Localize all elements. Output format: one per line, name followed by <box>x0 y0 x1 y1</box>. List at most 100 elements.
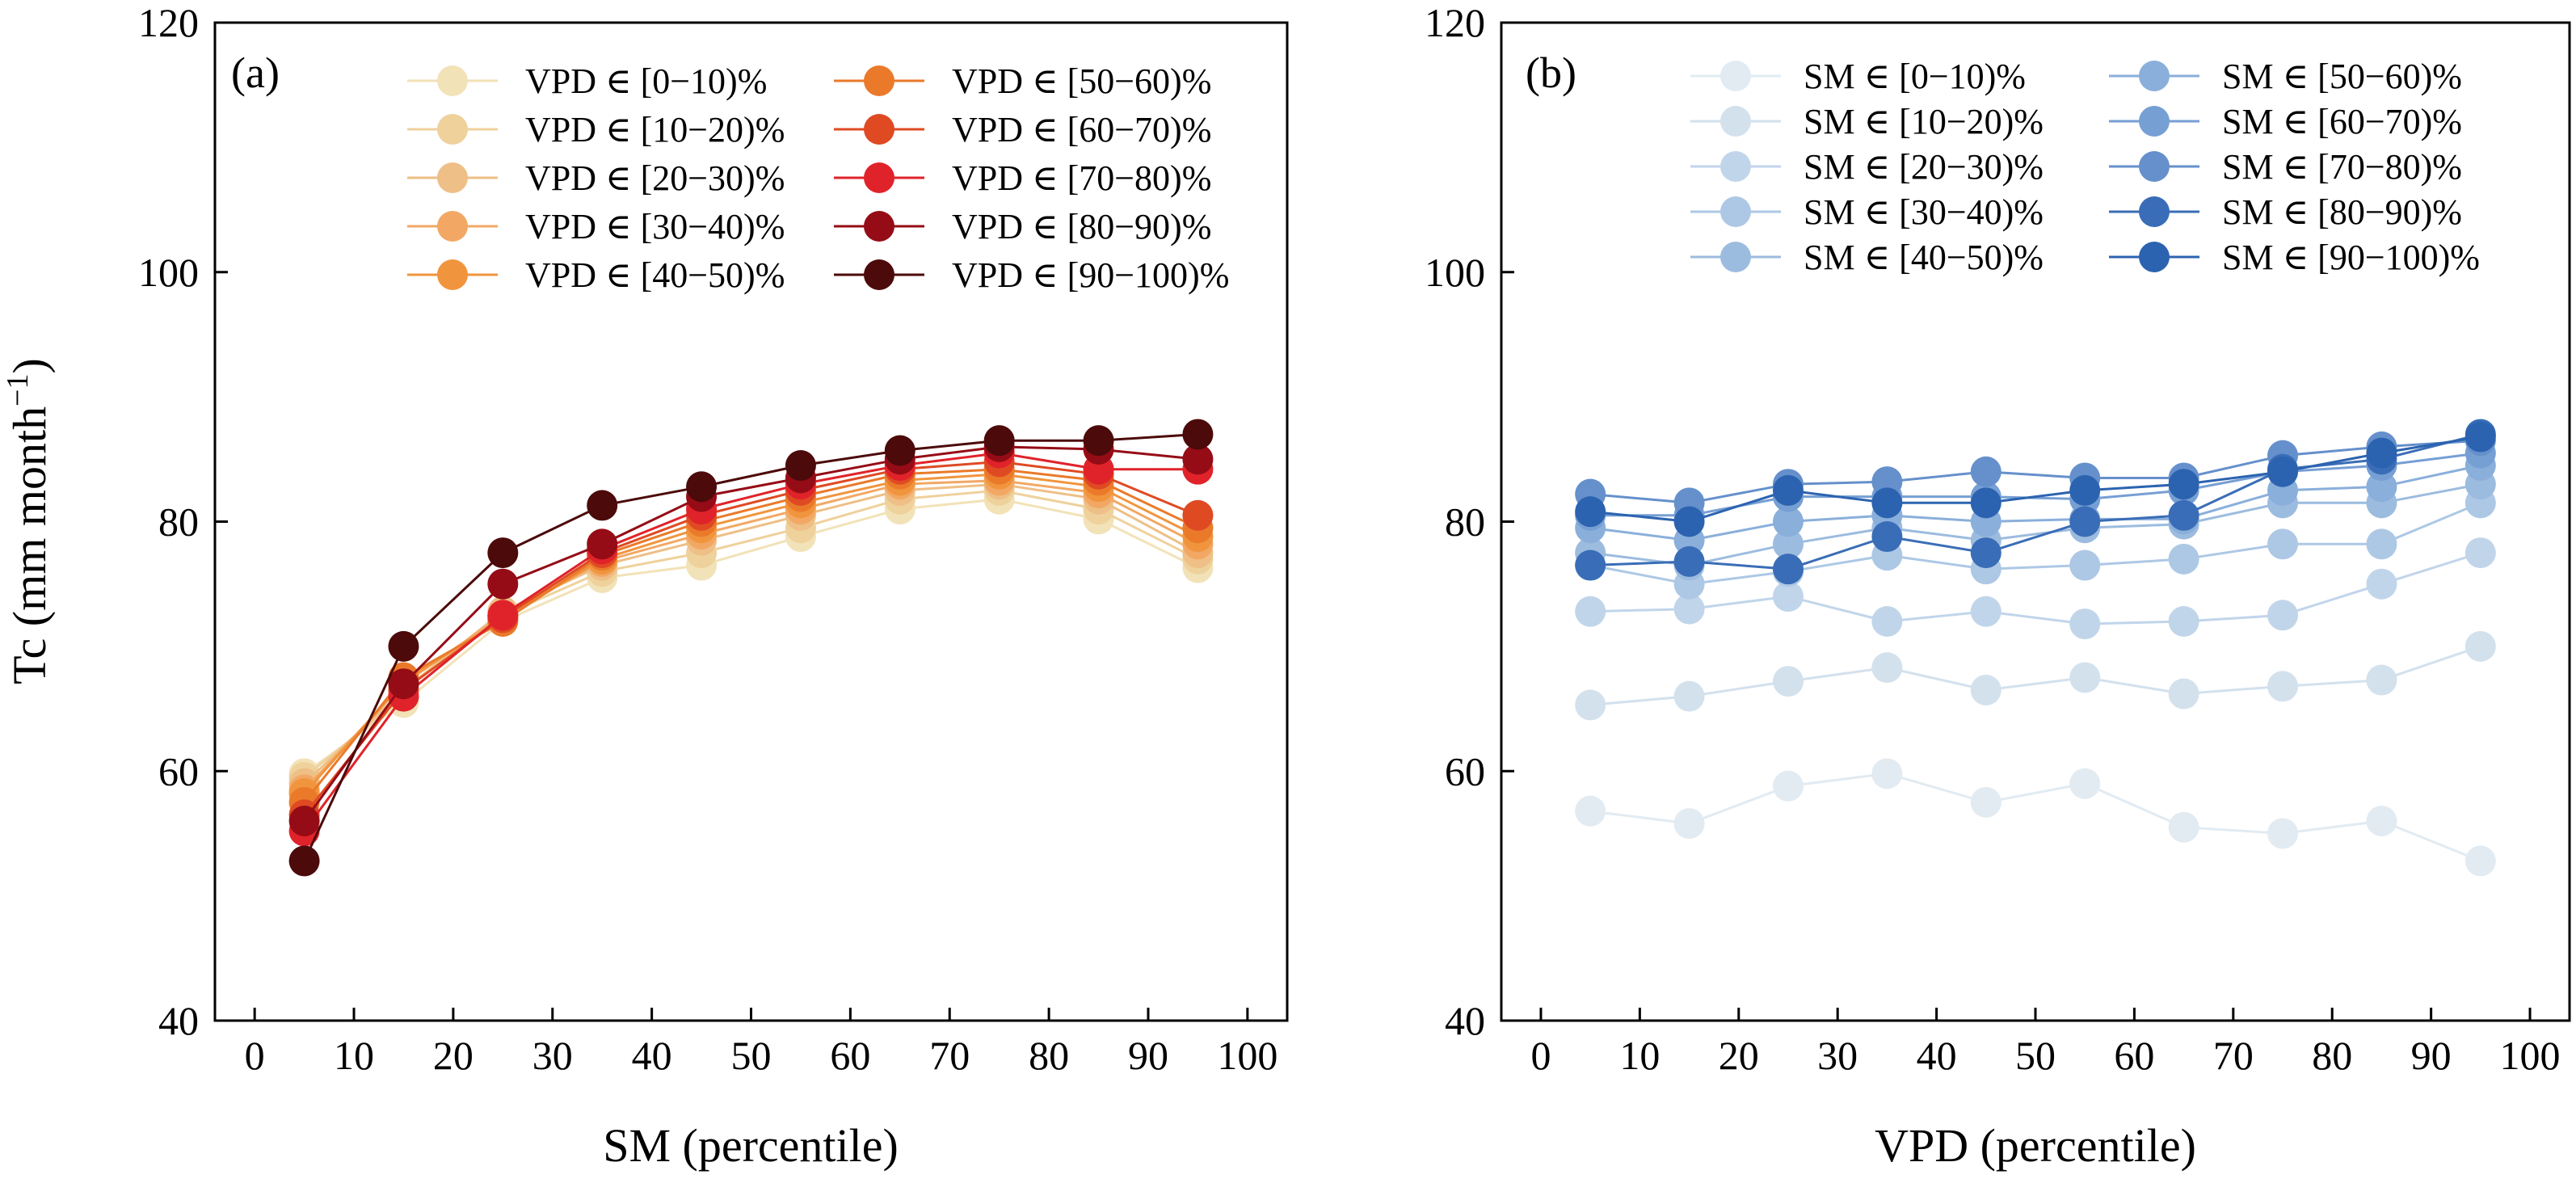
data-point <box>1673 808 1705 840</box>
legend-item: SM ∈ [70−80)% <box>2109 147 2462 187</box>
y-tick-label: 80 <box>1445 499 1485 545</box>
data-point <box>2168 499 2199 531</box>
data-point <box>2069 608 2101 640</box>
series-line <box>303 468 1199 803</box>
data-point <box>1575 496 1606 528</box>
series-1 <box>1575 758 2496 877</box>
legend-item: VPD ∈ [30−40)% <box>407 207 785 246</box>
x-tick-label: 20 <box>1719 1033 1759 1078</box>
legend-label: SM ∈ [0−10)% <box>1804 57 2026 96</box>
panel-a-legend: VPD ∈ [0−10)% VPD ∈ [10−20)% VPD ∈ [20−30)… <box>407 61 1229 295</box>
data-point <box>1871 487 1903 519</box>
legend-label: SM ∈ [20−30)% <box>1804 147 2044 187</box>
x-tick-label: 70 <box>2213 1033 2254 1078</box>
data-point <box>1970 456 2001 487</box>
data-point <box>1970 487 2001 519</box>
data-point <box>2267 456 2299 487</box>
data-point <box>2366 568 2397 600</box>
legend-label: SM ∈ [70−80)% <box>2222 147 2462 187</box>
data-point <box>2168 811 2199 843</box>
data-point <box>2464 421 2496 453</box>
legend-marker <box>864 162 894 193</box>
x-tick-label: 60 <box>2114 1033 2154 1078</box>
legend-marker <box>1720 61 1751 91</box>
legend-item: SM ∈ [20−30)% <box>1690 147 2044 187</box>
x-tick-label: 60 <box>830 1033 870 1078</box>
x-tick-label: 40 <box>632 1033 672 1078</box>
data-point <box>2366 664 2397 696</box>
series-line <box>303 489 1199 779</box>
panel-a-y-axis-title: Tc (mm month−1) <box>1 358 56 684</box>
data-point <box>1970 596 2001 627</box>
legend-marker <box>2139 242 2170 272</box>
data-point <box>2168 678 2199 710</box>
data-point <box>1575 795 1606 827</box>
data-point <box>686 471 718 503</box>
data-point <box>2366 437 2397 469</box>
series-line <box>303 482 1199 785</box>
legend-item: VPD ∈ [40−50)% <box>407 255 785 295</box>
y-tick-label: 40 <box>158 998 199 1043</box>
legend-item: VPD ∈ [20−30)% <box>407 158 785 198</box>
legend-label: VPD ∈ [30−40)% <box>525 207 785 246</box>
legend-label: VPD ∈ [60−70)% <box>952 110 1211 149</box>
legend-item: SM ∈ [40−50)% <box>1690 238 2044 277</box>
legend-item: VPD ∈ [50−60)% <box>834 61 1211 101</box>
data-point <box>1673 593 1705 625</box>
x-tick-label: 80 <box>1029 1033 1069 1078</box>
legend-marker <box>437 65 468 96</box>
data-point <box>2267 600 2299 631</box>
series-line <box>303 460 1198 816</box>
data-point <box>1673 680 1705 712</box>
data-point <box>1182 419 1214 450</box>
x-tick-label: 10 <box>334 1033 374 1078</box>
legend-marker <box>1720 106 1751 137</box>
legend-item: VPD ∈ [0−10)% <box>407 61 767 101</box>
panel-b-x-ticks: 0 10 20 30 40 50 60 70 80 90 100 <box>1530 1008 2561 1078</box>
panel-a-x-ticks: 0 10 20 30 40 50 60 70 80 90 100 <box>245 1008 1277 1078</box>
data-point <box>587 528 618 560</box>
legend-label: SM ∈ [80−90)% <box>2222 192 2462 232</box>
series-line <box>1590 464 2481 542</box>
data-point <box>2069 549 2101 581</box>
legend-item: SM ∈ [10−20)% <box>1690 102 2044 141</box>
legend-marker <box>2139 151 2170 182</box>
legend-label: SM ∈ [60−70)% <box>2222 102 2462 141</box>
data-point <box>1871 758 1903 790</box>
legend-item: VPD ∈ [70−80)% <box>834 158 1211 198</box>
series-line <box>1590 772 2481 862</box>
data-point <box>2267 528 2299 560</box>
legend-label: VPD ∈ [20−30)% <box>525 158 785 198</box>
series-line <box>1590 645 2481 706</box>
x-tick-label: 50 <box>731 1033 772 1078</box>
legend-label: SM ∈ [10−20)% <box>1804 102 2044 141</box>
data-point <box>884 435 915 466</box>
data-point <box>1871 652 1903 684</box>
x-tick-label: 70 <box>929 1033 970 1078</box>
legend-label: VPD ∈ [0−10)% <box>525 61 767 101</box>
x-tick-label: 30 <box>1817 1033 1858 1078</box>
legend-label: VPD ∈ [10−20)% <box>525 110 785 149</box>
data-point <box>2267 671 2299 702</box>
legend-marker <box>437 259 468 290</box>
series-line <box>303 432 1198 862</box>
panel-b-legend: SM ∈ [0−10)% SM ∈ [10−20)% SM ∈ [20−30)% SM… <box>1690 57 2480 277</box>
legend-marker <box>437 114 468 145</box>
series-line <box>1590 436 2481 524</box>
data-point <box>1772 474 1804 506</box>
panel-a-x-axis-title: SM (percentile) <box>603 1119 899 1172</box>
series-line <box>1590 482 2481 567</box>
panel-b-series-group <box>1575 419 2496 877</box>
data-point <box>487 537 519 569</box>
legend-label: SM ∈ [50−60)% <box>2222 57 2462 96</box>
panel-b-tag: (b) <box>1526 48 1576 97</box>
legend-label: VPD ∈ [80−90)% <box>952 207 1211 246</box>
data-point <box>1772 506 1804 537</box>
series-line <box>1590 551 2481 625</box>
x-tick-label: 90 <box>2411 1033 2452 1078</box>
data-point <box>487 568 519 600</box>
series-7 <box>1575 437 2496 531</box>
